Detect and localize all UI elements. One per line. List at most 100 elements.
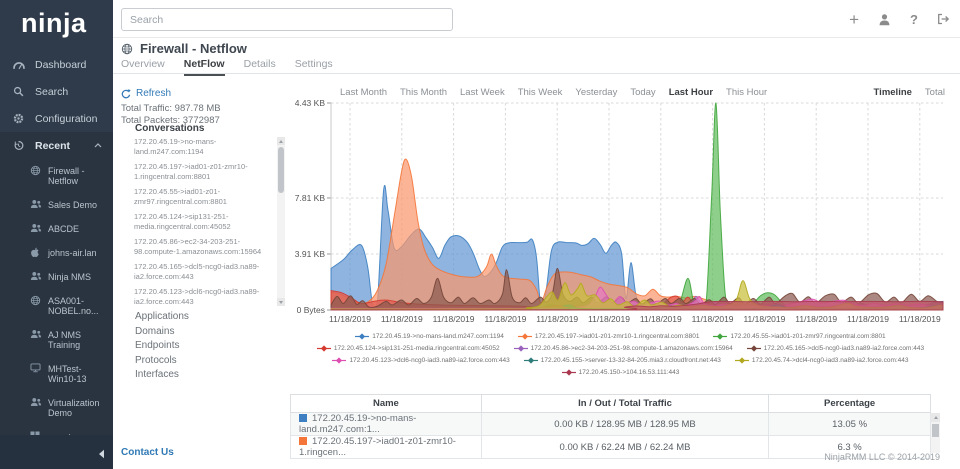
table-row[interactable]: 172.20.45.19->no-mans-land.m247.com:1...… <box>290 412 931 436</box>
legend-item[interactable]: 172.20.45.155->server-13-32-84-205.mia3.… <box>523 357 721 364</box>
range-last-week[interactable]: Last Week <box>460 87 505 98</box>
user-icon[interactable] <box>878 13 891 26</box>
category-link-protocols[interactable]: Protocols <box>135 354 177 366</box>
scroll-down-icon[interactable] <box>277 298 285 306</box>
range-this-month[interactable]: This Month <box>400 87 447 98</box>
chart-legend: 172.20.45.19->no-mans-land.m247.com:1194… <box>293 330 948 378</box>
search-icon <box>13 86 27 97</box>
sidebar-item-search[interactable]: Search <box>0 78 113 105</box>
category-links: Applications Domains Endpoints Protocols Int… <box>135 310 189 383</box>
range-last-hour[interactable]: Last Hour <box>668 87 714 98</box>
legend-marker-icon <box>316 344 331 352</box>
legend-item[interactable]: 172.20.45.19->no-mans-land.m247.com:1194 <box>355 333 504 340</box>
conversation-item[interactable]: 172.20.45.19->no-mans-land.m247.com:1194 <box>134 137 217 156</box>
sidebar-item-configuration[interactable]: Configuration <box>0 105 113 132</box>
search-input[interactable] <box>121 8 453 31</box>
legend-marker-icon <box>332 356 347 364</box>
help-icon[interactable]: ? <box>910 11 918 27</box>
add-icon[interactable]: + <box>849 9 860 29</box>
conversation-item[interactable]: 172.20.45.197->iad01-z01-zmr10-1.ringcen… <box>134 162 248 181</box>
y-tick-label: 14.43 KB <box>295 98 325 108</box>
range-this-hour[interactable]: This Hour <box>726 87 768 98</box>
category-link-domains[interactable]: Domains <box>135 325 175 337</box>
conversation-item[interactable]: 172.20.45.124->sip131-251-media.ringcent… <box>134 212 231 231</box>
recent-item-asa001-nobel-no[interactable]: ASA001-NOBEL.no... <box>0 289 113 323</box>
sidebar-item-label: Recent <box>35 139 71 152</box>
y-tick-label: 0 Bytes <box>297 305 325 315</box>
tab-netflow[interactable]: NetFlow <box>183 58 225 76</box>
users-icon <box>30 223 42 233</box>
range-yesterday[interactable]: Yesterday <box>575 87 618 98</box>
x-tick-label: 11/18/2019 <box>433 314 475 324</box>
range-last-month[interactable]: Last Month <box>340 87 387 98</box>
legend-item[interactable]: 172.20.45.123->dcl6-ncg0-iad3.na89-ia2.f… <box>332 356 510 364</box>
legend-item[interactable]: 172.20.45.55->iad01-z01-zmr97.ringcentra… <box>713 333 886 340</box>
scroll-up-icon[interactable] <box>931 413 940 422</box>
range-today[interactable]: Today <box>630 87 656 98</box>
legend-item[interactable]: 172.20.45.165->dcl5-ncg0-iad3.na89-ia2.f… <box>746 345 924 352</box>
category-link-applications[interactable]: Applications <box>135 311 189 322</box>
table-row[interactable]: 172.20.45.197->iad01-z01-zmr10-1.ringcen… <box>290 435 931 459</box>
app-logo[interactable]: ninja <box>21 8 87 38</box>
tab-details[interactable]: Details <box>243 58 276 70</box>
users-icon <box>30 271 42 281</box>
tab-overview[interactable]: Overview <box>121 58 165 70</box>
category-link-interfaces[interactable]: Interfaces <box>135 369 179 380</box>
globe-icon <box>30 165 42 176</box>
legend-item[interactable]: 172.20.45.124->sip131-251-media.ringcent… <box>316 344 500 352</box>
legend-item[interactable]: 172.20.45.150->104.16.53.111:443 <box>561 368 679 376</box>
scrollbar-thumb[interactable] <box>932 424 939 437</box>
recent-item-label: Sales Demo <box>48 200 98 210</box>
column-header-name[interactable]: Name <box>290 394 482 413</box>
netflow-chart: 0 Bytes 3.91 KB 7.81 KB 14.43 KB 11/18/2019 1… <box>290 98 950 328</box>
chevron-up-icon[interactable] <box>94 143 102 148</box>
recent-item-sales-demo[interactable]: Sales Demo <box>0 193 113 217</box>
legend-item[interactable]: 172.20.45.74->dcl4-ncg0-iad3.na89-ia2.fo… <box>734 357 909 364</box>
legend-marker-icon <box>561 368 576 376</box>
conversation-item[interactable]: 172.20.45.55->iad01-z01-zmr97.ringcentra… <box>134 187 227 206</box>
range-this-week[interactable]: This Week <box>517 87 563 98</box>
x-tick-label: 11/18/2019 <box>743 314 785 324</box>
table-scrollbar[interactable] <box>931 413 940 453</box>
view-timeline[interactable]: Timeline <box>873 87 912 98</box>
recent-item-johns-air-lan[interactable]: johns-air.lan <box>0 241 113 265</box>
scrollbar-thumb[interactable] <box>278 147 284 193</box>
conversations-list: 172.20.45.19->no-mans-land.m247.com:1194… <box>134 137 275 306</box>
column-header-in-out-total-traffic[interactable]: In / Out / Total Traffic <box>480 394 770 413</box>
legend-item[interactable]: 172.20.45.86->ec2-34-203-251-98.compute-… <box>513 344 733 352</box>
refresh-button[interactable]: Refresh <box>121 88 171 99</box>
scroll-up-icon[interactable] <box>277 137 285 145</box>
legend-marker-icon <box>355 332 370 340</box>
total-packets: Total Packets: 3772987 <box>121 115 220 126</box>
tab-settings[interactable]: Settings <box>294 58 333 70</box>
users-icon <box>30 329 42 339</box>
sidebar-item-dashboard[interactable]: Dashboard <box>0 51 113 78</box>
recent-item-aj-nms-training[interactable]: AJ NMS Training <box>0 323 113 357</box>
desktop-icon <box>30 363 42 373</box>
sidebar-collapse-icon[interactable] <box>98 446 105 464</box>
conversation-item[interactable]: 172.20.45.86->ec2-34-203-251-98.compute-… <box>134 237 262 256</box>
view-total[interactable]: Total <box>924 87 945 98</box>
contact-us-link[interactable]: Contact Us <box>121 447 174 458</box>
logout-icon[interactable] <box>937 13 950 25</box>
sidebar-item-recent[interactable]: Recent <box>0 132 113 159</box>
sidebar-item-label: Dashboard <box>35 58 87 71</box>
column-header-percentage[interactable]: Percentage <box>768 394 931 413</box>
category-link-endpoints[interactable]: Endpoints <box>135 340 180 351</box>
y-tick-label: 7.81 KB <box>295 193 325 203</box>
recent-item-ninja-nms[interactable]: Ninja NMS <box>0 265 113 289</box>
recent-item-abcde[interactable]: ABCDE <box>0 217 113 241</box>
legend-marker-icon <box>513 344 528 352</box>
recent-item-mhtest-win10-13[interactable]: MHTest-Win10-13 <box>0 357 113 391</box>
x-tick-label: 11/18/2019 <box>484 314 526 324</box>
recent-item-virtualization-demo[interactable]: Virtualization Demo <box>0 391 113 425</box>
conversations-scrollbar[interactable] <box>277 137 285 306</box>
row-traffic: 0.00 KB / 128.95 MB / 128.95 MB <box>480 412 770 436</box>
row-traffic: 0.00 KB / 62.24 MB / 62.24 MB <box>480 435 770 459</box>
conversation-item[interactable]: 172.20.45.165->dcl5-ncg0-iad3.na89-ia2.f… <box>134 262 260 281</box>
recent-item-firewall-netflow[interactable]: Firewall - Netflow <box>0 159 113 193</box>
legend-item[interactable]: 172.20.45.197->iad01-z01-zmr10-1.ringcen… <box>517 333 699 340</box>
legend-label: 172.20.45.124->sip131-251-media.ringcent… <box>333 344 500 352</box>
conversation-item[interactable]: 172.20.45.123->dcl6-ncg0-iad3.na89-ia2.f… <box>134 287 260 306</box>
legend-label: 172.20.45.86->ec2-34-203-251-98.compute-… <box>530 344 733 352</box>
